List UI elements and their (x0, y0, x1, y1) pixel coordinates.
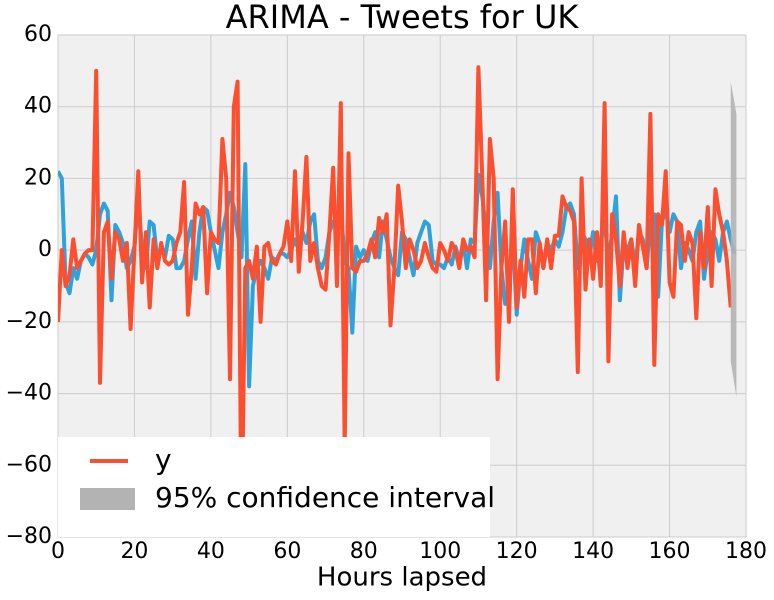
legend-label: y (155, 443, 172, 476)
legend-label: 95% confidence interval (155, 481, 495, 514)
y-tick-label: 40 (24, 94, 52, 119)
y-tick-label: 20 (24, 165, 52, 190)
x-tick-label: 160 (649, 539, 691, 564)
x-tick-label: 40 (197, 539, 225, 564)
x-tick-label: 180 (725, 539, 767, 564)
y-tick-label: −40 (6, 381, 52, 406)
legend-box (58, 437, 490, 537)
x-tick-label: 20 (120, 539, 148, 564)
x-tick-label: 140 (572, 539, 614, 564)
x-tick-label: 100 (419, 539, 461, 564)
x-tick-label: 80 (350, 539, 378, 564)
x-tick-label: 120 (496, 539, 538, 564)
series-line (58, 65, 733, 532)
y-tick-label: −80 (6, 524, 52, 549)
y-tick-label: 0 (38, 237, 52, 262)
y-tick-label: 60 (24, 22, 52, 47)
x-tick-label: 0 (51, 539, 65, 564)
chart-title: ARIMA - Tweets for UK (226, 0, 580, 36)
y-tick-label: −20 (6, 309, 52, 334)
x-axis-label: Hours lapsed (317, 563, 487, 593)
x-tick-label: 60 (273, 539, 301, 564)
legend-swatch (80, 488, 135, 510)
confidence-band (730, 81, 737, 398)
y-tick-label: −60 (6, 452, 52, 477)
